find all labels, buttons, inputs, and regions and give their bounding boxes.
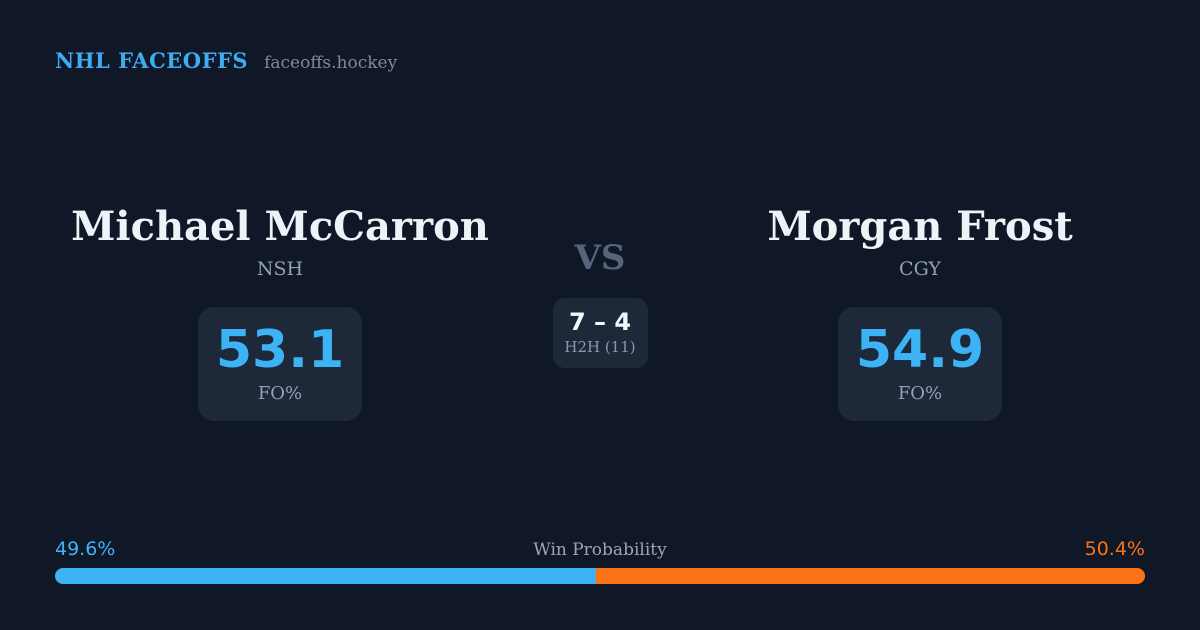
win-probability-bar-left: [55, 568, 596, 584]
brand-title: NHL FACEOFFS: [55, 48, 249, 73]
win-probability-section: 49.6% Win Probability 50.4%: [55, 538, 1145, 584]
player-left-fo-label: FO%: [257, 383, 303, 404]
player-right-stat-card: 54.9 FO%: [838, 307, 1002, 421]
header: NHL FACEOFFS faceoffs.hockey: [55, 48, 397, 73]
win-probability-labels: 49.6% Win Probability 50.4%: [55, 538, 1145, 560]
player-left-stat-card: 53.1 FO%: [198, 307, 362, 421]
player-left-name: Michael McCarron: [71, 203, 489, 250]
player-left-team: NSH: [256, 258, 304, 280]
win-probability-right-pct: 50.4%: [1084, 538, 1145, 560]
h2h-label: H2H (11): [564, 338, 636, 356]
win-probability-bar: [55, 568, 1145, 584]
player-right-team: CGY: [899, 258, 941, 280]
versus-column: VS 7 – 4 H2H (11): [505, 205, 695, 421]
matchup-section: Michael McCarron NSH 53.1 FO% VS 7 – 4 H…: [55, 205, 1145, 421]
player-left: Michael McCarron NSH 53.1 FO%: [55, 205, 505, 421]
site-domain: faceoffs.hockey: [264, 53, 398, 73]
win-probability-left-pct: 49.6%: [55, 538, 116, 560]
h2h-score: 7 – 4: [568, 308, 632, 336]
vs-label: VS: [574, 238, 626, 278]
player-left-fo-value: 53.1: [215, 320, 345, 380]
win-probability-title: Win Probability: [533, 540, 667, 560]
win-probability-bar-right: [595, 568, 1145, 584]
player-right-fo-value: 54.9: [855, 320, 985, 380]
h2h-card: 7 – 4 H2H (11): [552, 298, 648, 368]
player-right-name: Morgan Frost: [767, 203, 1073, 250]
player-right: Morgan Frost CGY 54.9 FO%: [695, 205, 1145, 421]
player-right-fo-label: FO%: [897, 383, 943, 404]
